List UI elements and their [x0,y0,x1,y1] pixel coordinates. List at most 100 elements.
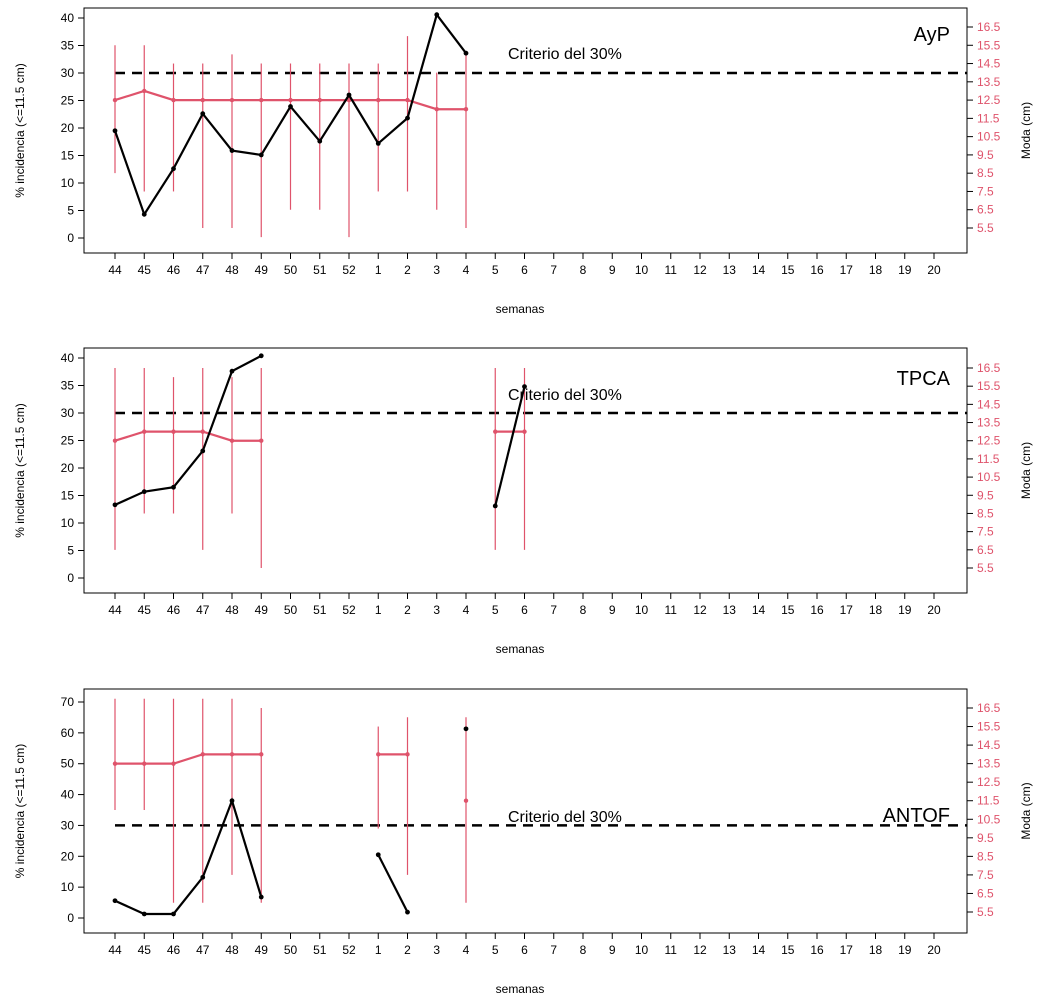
incidence-point [258,152,264,158]
incidence-point [463,50,469,56]
incidence-point [405,115,410,121]
x-axis-tick-label: 16 [810,943,824,957]
incidence-point [200,874,206,880]
right-axis-tick-label: 16.5 [977,361,1001,375]
x-axis-tick-label: 8 [580,603,587,617]
moda-point [259,438,264,443]
x-axis-tick-label: 13 [723,943,737,957]
moda-point [142,88,147,94]
x-axis-tick-label: 52 [342,603,356,617]
incidence-line [114,354,262,506]
x-axis-tick-label: 47 [196,263,210,277]
incidence-point [346,92,352,98]
y-axis-title-left: % incidencia (<=11.5 cm) [13,744,27,879]
x-axis-tick-label: 20 [927,263,941,277]
right-axis-tick-label: 14.5 [977,57,1001,71]
left-axis-tick-label: 10 [61,880,75,894]
x-axis-tick-label: 50 [284,943,298,957]
incidence-point [229,368,235,374]
x-axis-tick-label: 47 [196,943,210,957]
left-axis-tick-label: 40 [61,788,75,802]
x-axis-tick-label: 13 [723,603,737,617]
x-axis-tick-label: 52 [342,263,356,277]
moda-point [142,429,147,434]
left-axis-tick-label: 50 [61,757,75,771]
incidence-point [229,798,235,804]
right-axis-tick-label: 13.5 [977,416,1001,430]
panel-title: ANTOF [883,805,950,827]
incidence-point [522,384,527,389]
x-axis-tick-label: 4 [463,263,470,277]
x-axis-tick-label: 8 [580,263,587,277]
left-axis-tick-label: 20 [61,461,75,475]
x-axis-tick-label: 6 [521,603,528,617]
x-axis-tick-label: 7 [550,603,557,617]
left-axis-tick-label: 5 [67,544,74,558]
x-axis-tick-label: 44 [108,263,122,277]
incidence-point [463,726,469,732]
right-axis-tick-label: 5.5 [977,905,994,919]
left-axis-tick-label: 20 [61,849,75,863]
x-axis-tick-label: 15 [781,263,795,277]
x-axis-tick-label: 13 [723,263,737,277]
panel-title: AyP [914,24,950,46]
incidence-point [112,128,118,134]
x-axis-tick-label: 17 [840,603,854,617]
left-axis-tick-label: 10 [61,516,75,530]
moda-point [171,761,176,766]
left-axis-tick-label: 20 [61,121,75,135]
right-axis-tick-label: 9.5 [977,831,994,845]
x-axis-tick-label: 6 [521,943,528,957]
x-axis-tick-label: 48 [225,603,239,617]
right-axis-tick-label: 16.5 [977,701,1001,715]
incidence-point [171,484,176,490]
y-axis-title-left: % incidencia (<=11.5 cm) [13,403,27,538]
moda-point [463,798,469,803]
criterion-label: Criterio del 30% [508,809,622,826]
incidence-point [171,911,176,917]
x-axis-tick-label: 18 [869,943,883,957]
x-axis-tick-label: 51 [313,943,327,957]
incidence-point [200,111,206,117]
incidence-point [434,12,440,18]
moda-line [114,430,262,442]
incidence-point [229,148,235,153]
x-axis-tick-label: 51 [313,603,327,617]
x-axis-tick-label: 12 [693,263,707,277]
moda-point [259,97,264,103]
x-axis-tick-label: 46 [167,943,181,957]
x-axis-tick-label: 49 [255,603,269,617]
left-axis-tick-label: 30 [61,818,75,832]
y-axis-title-right: Moda (cm) [1019,102,1033,159]
right-axis-tick-label: 14.5 [977,397,1001,411]
plot-frame [83,347,968,594]
x-axis-tick-label: 19 [898,603,912,617]
x-axis-tick-label: 5 [492,943,499,957]
x-axis-tick-label: 2 [404,263,411,277]
right-axis-tick-label: 15.5 [977,379,1001,393]
x-axis-tick-label: 4 [463,943,470,957]
x-axis-tick-label: 5 [492,603,499,617]
moda-point [171,429,176,434]
x-axis-tick-label: 44 [108,943,122,957]
x-axis-tick-label: 18 [869,603,883,617]
x-axis-tick-label: 1 [375,603,382,617]
x-axis-tick-label: 48 [225,943,239,957]
x-axis-tick-label: 20 [927,943,941,957]
x-axis-tick-label: 19 [898,263,912,277]
incidence-line [114,797,263,916]
x-axis-tick-label: 6 [521,263,528,277]
x-axis-tick-label: 15 [781,603,795,617]
x-axis-tick-label: 46 [167,263,181,277]
incidence-point [258,894,264,900]
right-axis-tick-label: 13.5 [977,757,1001,771]
x-axis-tick-label: 1 [375,943,382,957]
incidence-point [171,166,176,172]
incidence-point [405,909,410,915]
x-axis-tick-label: 50 [284,263,298,277]
x-axis-tick-label: 16 [810,603,824,617]
moda-point [229,752,235,757]
x-axis-tick-label: 7 [550,943,557,957]
x-axis-tick-label: 11 [665,603,678,617]
moda-point [259,752,264,757]
